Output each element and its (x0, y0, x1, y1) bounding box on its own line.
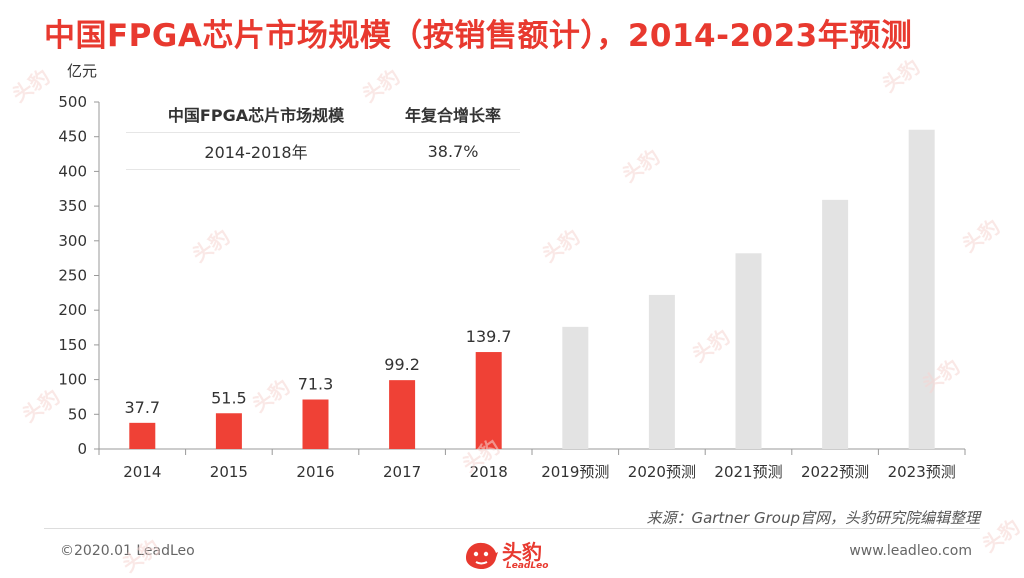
y-tick-label: 150 (58, 336, 87, 354)
bar-value-label: 51.5 (211, 388, 247, 407)
bar-value-label: 37.7 (124, 398, 160, 417)
leadleo-logo: 头豹 LeadLeo (462, 536, 572, 574)
y-tick-label: 100 (58, 371, 87, 389)
leopard-head-icon (466, 542, 498, 569)
y-tick-label: 400 (58, 162, 87, 180)
source-note: 来源：Gartner Group官网，头豹研究院编辑整理 (646, 509, 980, 527)
logo-text: 头豹 (502, 540, 542, 564)
actual-bar (389, 380, 416, 449)
watermark: 头豹 (977, 514, 1024, 558)
y-tick-label: 250 (58, 267, 87, 285)
bar-value-label: 139.7 (466, 327, 512, 346)
forecast-bar (648, 294, 675, 449)
x-tick-label: 2019预测 (541, 463, 609, 481)
bar-chart: 0 50 100 150 200 250 300 350 400 450 500 37.7 2014 51… (58, 93, 966, 481)
x-tick-label: 2022预测 (801, 463, 869, 481)
actual-bar (475, 352, 502, 449)
logo-subtext: LeadLeo (506, 561, 549, 571)
bar-value-label: 71.3 (298, 375, 334, 394)
growth-table-header: 中国FPGA芯片市场规模 年复合增长率 (126, 96, 520, 133)
y-tick-label: 450 (58, 128, 87, 146)
actual-bar (302, 399, 329, 449)
footer-divider (44, 528, 980, 529)
growth-rate-table: 中国FPGA芯片市场规模 年复合增长率 2014-2018年 38.7% (126, 96, 520, 170)
growth-table-period: 2014-2018年 (204, 143, 308, 162)
page-title: 中国FPGA芯片市场规模（按销售额计），2014-2023年预测 (44, 18, 913, 54)
x-tick-label: 2015 (210, 463, 248, 481)
growth-table-header-cagr: 年复合增长率 (404, 106, 501, 125)
bar-value-label: 99.2 (384, 355, 420, 374)
x-tick-label: 2020预测 (628, 463, 696, 481)
x-tick-label: 2014 (123, 463, 161, 481)
y-tick-label: 350 (58, 197, 87, 215)
forecast-bar (562, 326, 589, 449)
x-tick-label: 2023预测 (888, 463, 956, 481)
x-tick-label: 2021预测 (714, 463, 782, 481)
website-link[interactable]: www.leadleo.com (849, 543, 972, 559)
y-tick-label: 0 (77, 440, 87, 458)
forecast-bar (822, 199, 849, 449)
y-axis-unit: 亿元 (67, 62, 98, 80)
x-tick-label: 2016 (296, 463, 334, 481)
actual-bar (129, 422, 156, 449)
forecast-bar (908, 129, 935, 449)
forecast-bar (735, 253, 762, 449)
x-tick-label: 2018 (470, 463, 508, 481)
y-tick-label: 50 (68, 405, 87, 423)
x-tick-label: 2017 (383, 463, 421, 481)
growth-table-row: 2014-2018年 38.7% (126, 133, 520, 170)
copyright-text: ©2020.01 LeadLeo (60, 543, 195, 559)
y-tick-label: 200 (58, 301, 87, 319)
growth-table-header-market: 中国FPGA芯片市场规模 (167, 106, 345, 125)
growth-table-cagr-value: 38.7% (427, 141, 479, 161)
y-tick-label: 300 (58, 232, 87, 250)
y-tick-label: 500 (58, 93, 87, 111)
actual-bar (215, 413, 242, 449)
